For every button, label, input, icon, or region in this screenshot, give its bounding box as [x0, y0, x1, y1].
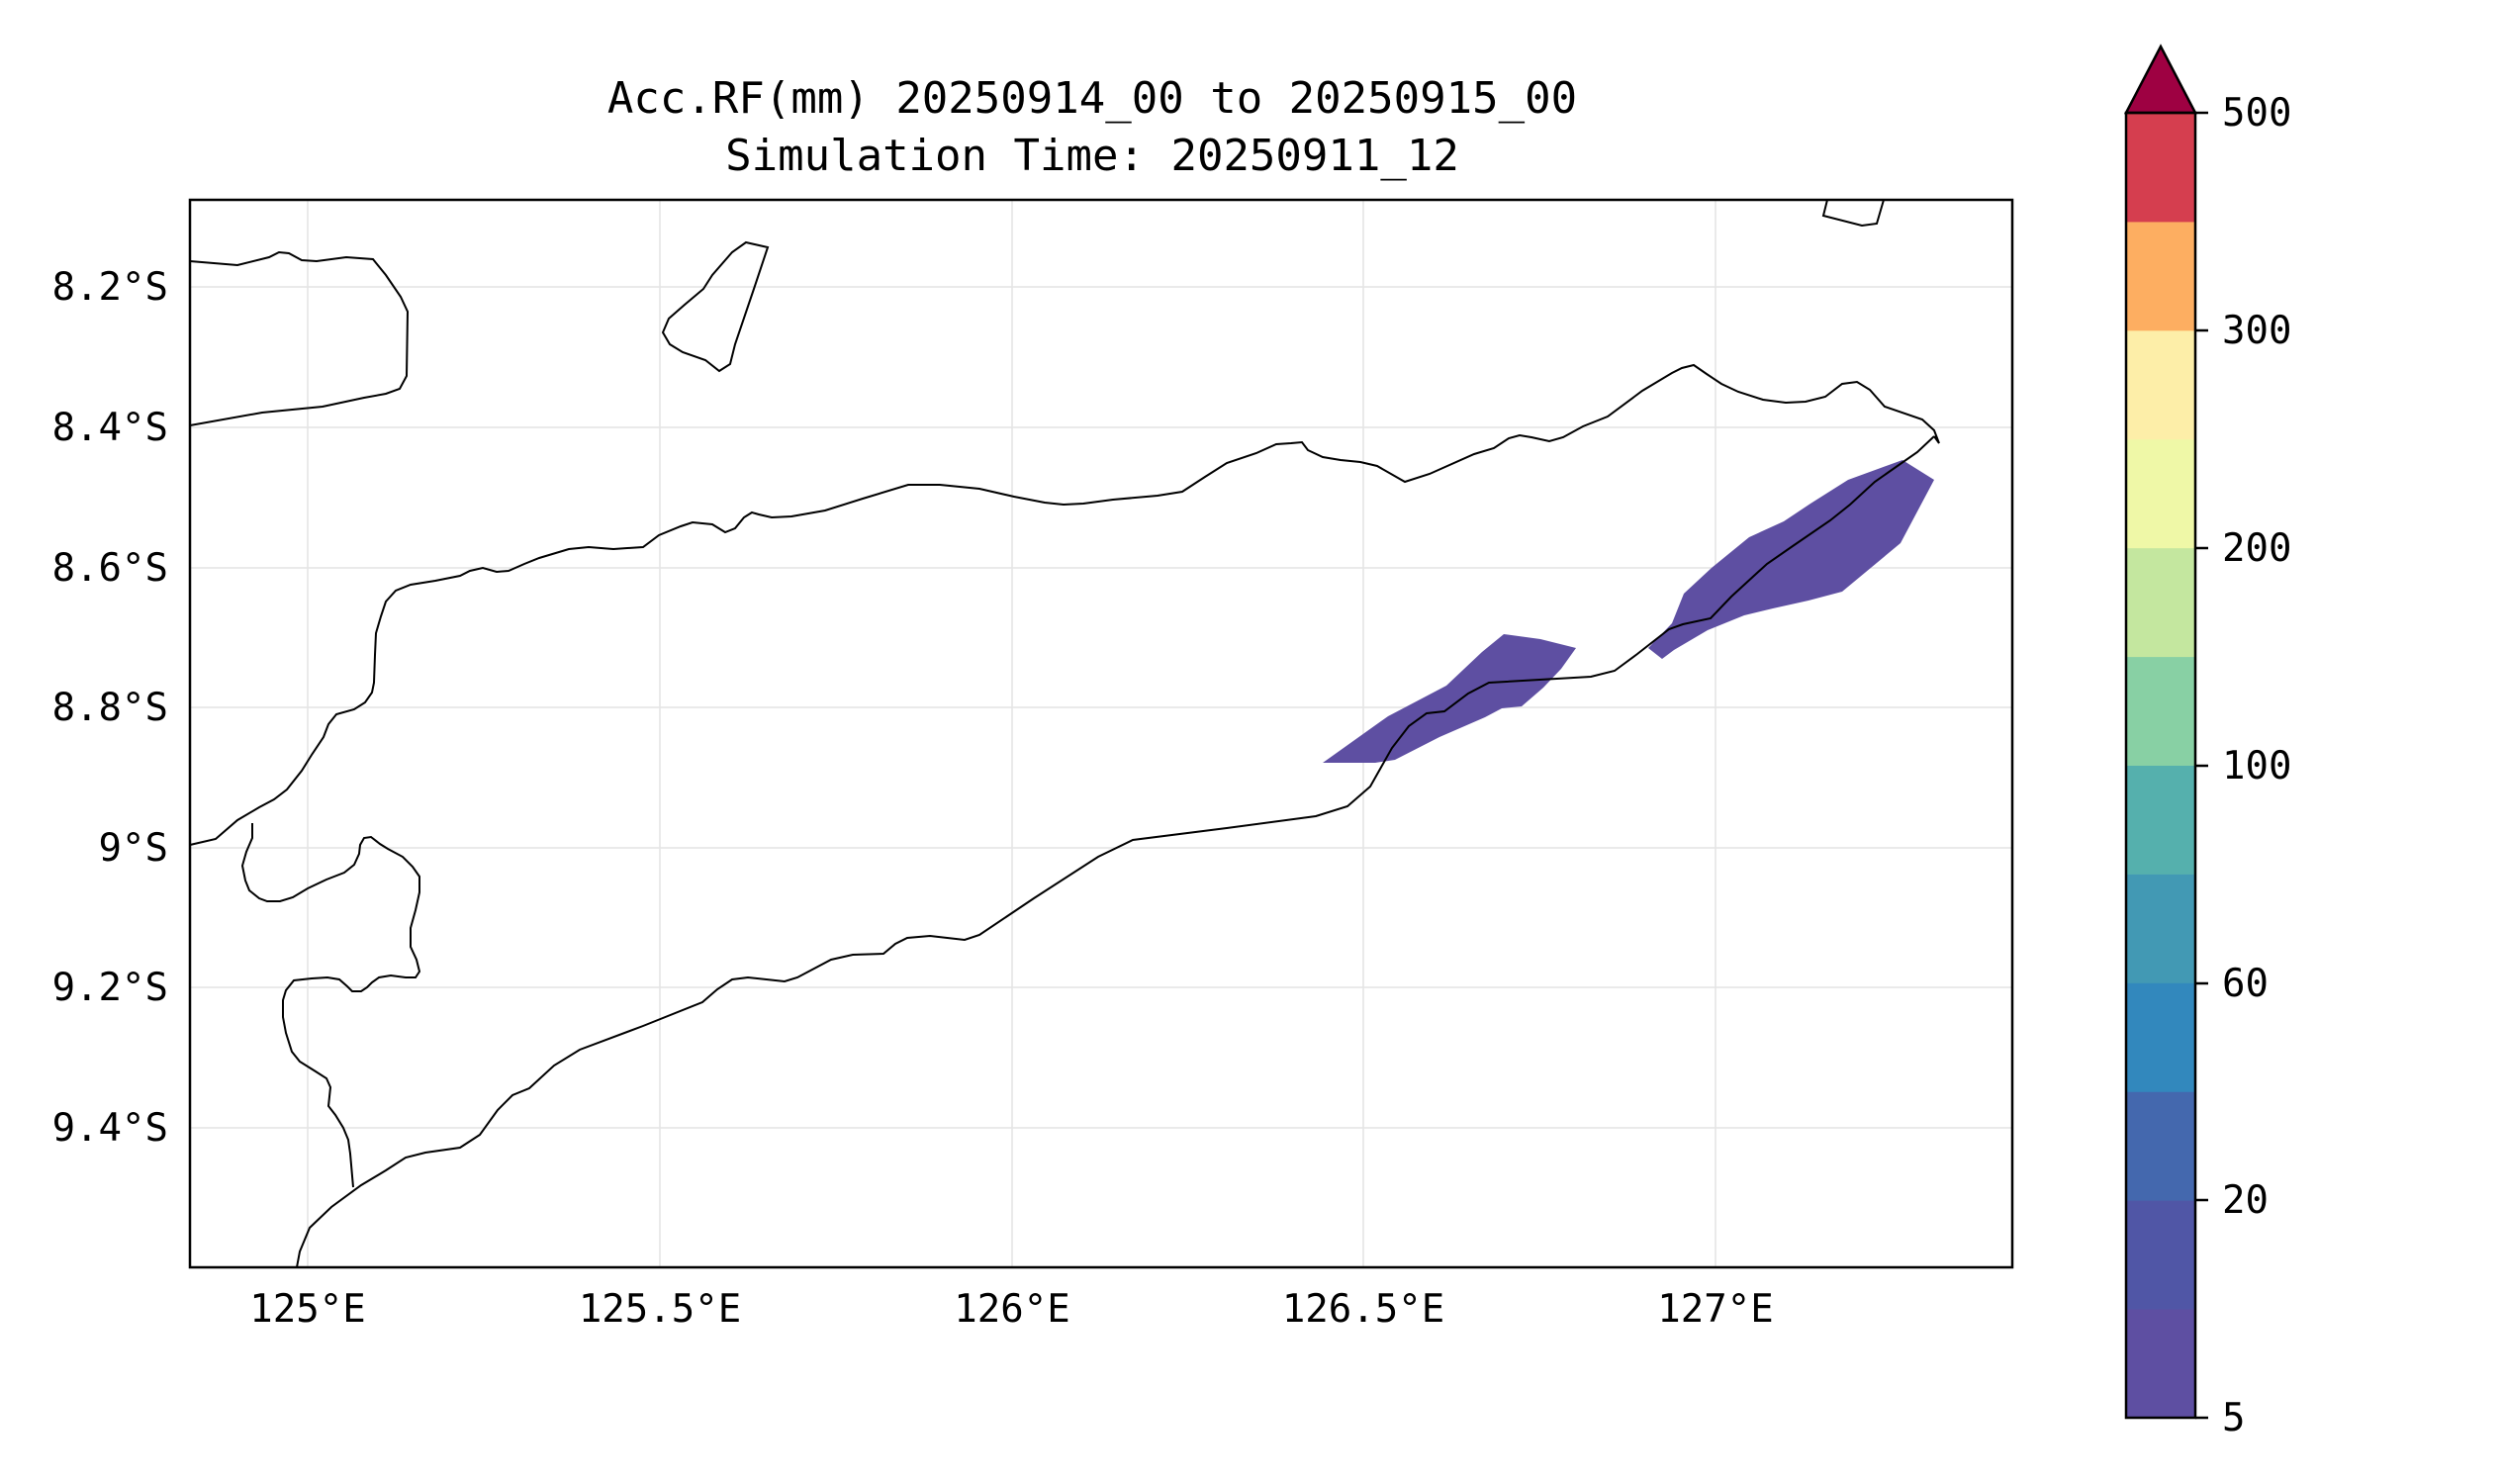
- rainfall-band-west: [1323, 634, 1576, 763]
- colorbar-segment: [2126, 982, 2195, 1092]
- colorbar: 5 20 60 100 200 300 500: [2123, 44, 2291, 1440]
- x-tick-label: 125.5°E: [579, 1287, 741, 1332]
- coastline-timor-west-headland: [240, 823, 421, 1188]
- x-tick-label: 125°E: [249, 1287, 365, 1332]
- map-subtitle: Simulation Time: 20250911_12: [725, 131, 1459, 181]
- colorbar-label: 200: [2222, 526, 2291, 571]
- colorbar-label: 5: [2222, 1396, 2245, 1440]
- x-tick-label: 126°E: [954, 1287, 1069, 1332]
- colorbar-segment: [2126, 765, 2195, 875]
- colorbar-segment: [2126, 1309, 2195, 1419]
- coastline-north-island-west: [189, 250, 410, 426]
- coastline-timor-north: [296, 435, 1935, 1268]
- colorbar-segment: [2126, 113, 2195, 223]
- colorbar-segments: [2126, 113, 2195, 1419]
- y-tick-label: 8.6°S: [52, 546, 168, 591]
- colorbar-label: 60: [2222, 962, 2269, 1006]
- colorbar-segment: [2126, 221, 2195, 331]
- y-tick-label: 9.4°S: [52, 1106, 168, 1151]
- colorbar-label: 500: [2222, 91, 2291, 136]
- y-tick-label: 8.4°S: [52, 406, 168, 450]
- colorbar-segment: [2126, 874, 2195, 983]
- x-tick-label: 126.5°E: [1282, 1287, 1444, 1332]
- colorbar-segment: [2126, 1091, 2195, 1201]
- colorbar-label: 300: [2222, 309, 2291, 353]
- colorbar-extend-triangle: [2123, 44, 2198, 115]
- map-background: [190, 200, 2012, 1267]
- x-tick-label: 127°E: [1657, 1287, 1773, 1332]
- colorbar-ticks: [2195, 111, 2208, 1420]
- colorbar-segment: [2126, 656, 2195, 766]
- colorbar-segment: [2126, 547, 2195, 658]
- coastline-timor-south: [189, 363, 1940, 846]
- coastlines: [189, 199, 1940, 1268]
- coastline-north-islet: [1821, 199, 1885, 228]
- y-tick-label: 8.8°S: [52, 686, 168, 730]
- colorbar-label: 100: [2222, 744, 2291, 788]
- map-frame: [188, 198, 2014, 1269]
- coastline-small-island: [661, 240, 770, 373]
- map-plot-area: [188, 198, 2014, 1269]
- x-axis: 125°E 125.5°E 126°E 126.5°E 127°E: [249, 1287, 1773, 1332]
- y-axis: 8.2°S 8.4°S 8.6°S 8.8°S 9°S 9.2°S 9.4°S: [52, 265, 168, 1151]
- map-title: Acc.RF(mm) 20250914_00 to 20250915_00: [607, 73, 1577, 124]
- colorbar-segment: [2126, 329, 2195, 440]
- y-tick-label: 8.2°S: [52, 265, 168, 310]
- y-tick-label: 9.2°S: [52, 966, 168, 1010]
- colorbar-segment: [2126, 1200, 2195, 1310]
- colorbar-segment: [2126, 438, 2195, 549]
- colorbar-label: 20: [2222, 1178, 2269, 1223]
- gridlines: [190, 200, 2012, 1267]
- y-tick-label: 9°S: [99, 826, 168, 871]
